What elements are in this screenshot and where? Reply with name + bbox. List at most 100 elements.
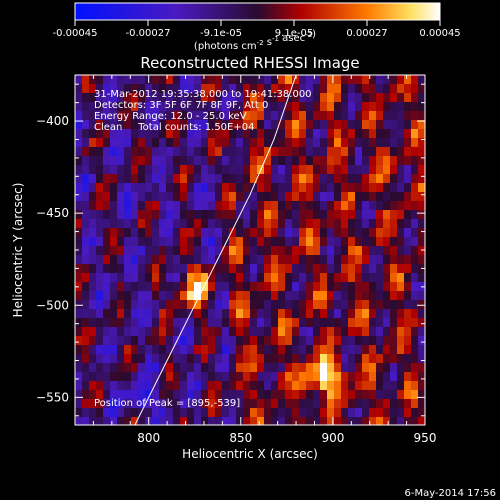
heatmap-cell [145,408,153,418]
footer-timestamp: 6-May-2014 17:56 [404,488,496,499]
heatmap-cell [236,129,244,139]
heatmap-cell [390,228,398,238]
heatmap-cell [110,336,118,346]
heatmap-cell [110,255,118,265]
heatmap-cell [369,273,377,283]
heatmap-cell [257,129,265,139]
heatmap-cell [187,417,195,425]
heatmap-cell [257,138,265,148]
heatmap-cell [257,264,265,274]
heatmap-cell [173,111,181,121]
heatmap-cell [159,309,167,319]
heatmap-cell [411,309,419,319]
heatmap-cell [299,408,307,418]
heatmap-cell [159,390,167,400]
heatmap-cell [390,273,398,283]
heatmap-cell [117,192,125,202]
heatmap-cell [299,399,307,409]
heatmap-cell [418,372,425,382]
heatmap-cell [404,219,412,229]
heatmap-cell [152,363,160,373]
heatmap-cell [334,363,342,373]
heatmap-cell [390,201,398,211]
heatmap-cell [327,120,335,130]
heatmap-cell [110,300,118,310]
heatmap-cell [131,201,139,211]
heatmap-cell [215,282,223,292]
heatmap-cell [229,147,237,157]
heatmap-cell [264,120,272,130]
heatmap-cell [138,318,146,328]
heatmap-cell [75,156,83,166]
heatmap-cell [180,264,188,274]
heatmap-cell [110,363,118,373]
heatmap-cell [334,228,342,238]
heatmap-cell [159,300,167,310]
heatmap-cell [383,408,391,418]
heatmap-cell [299,372,307,382]
heatmap-cell [131,237,139,247]
heatmap-cell [376,165,384,175]
heatmap-cell [334,354,342,364]
heatmap-cell [404,363,412,373]
heatmap-cell [327,318,335,328]
heatmap-cell [334,165,342,175]
heatmap-cell [166,291,174,301]
heatmap-cell [376,84,384,94]
heatmap-cell [411,102,419,112]
heatmap-cell [271,408,279,418]
heatmap-cell [355,309,363,319]
heatmap-cell [278,120,286,130]
heatmap-cell [390,165,398,175]
heatmap-cell [320,390,328,400]
heatmap-cell [138,264,146,274]
heatmap-cell [292,255,300,265]
heatmap-cell [327,354,335,364]
heatmap-cell [222,345,230,355]
heatmap-cell [264,156,272,166]
heatmap-cell [82,102,90,112]
heatmap-cell [369,264,377,274]
heatmap-cell [222,129,230,139]
heatmap-cell [313,399,321,409]
heatmap-cell [418,228,425,238]
heatmap-cell [376,327,384,337]
heatmap-cell [215,264,223,274]
colorbar-tick-label: 0.00045 [419,28,460,39]
heatmap-cell [75,318,83,328]
heatmap-cell [243,138,251,148]
heatmap-cell [264,246,272,256]
heatmap-cell [341,408,349,418]
heatmap-cell [82,417,90,425]
heatmap-cell [131,408,139,418]
heatmap-cell [313,381,321,391]
heatmap-cell [208,156,216,166]
heatmap-cell [173,264,181,274]
heatmap-cell [348,273,356,283]
heatmap-cell [236,120,244,130]
heatmap-cell [243,102,251,112]
heatmap-cell [180,336,188,346]
heatmap-cell [152,156,160,166]
heatmap-cell [222,363,230,373]
heatmap-cell [187,345,195,355]
heatmap-cell [201,102,209,112]
heatmap-cell [201,345,209,355]
heatmap-cell [250,282,258,292]
heatmap-cell [215,390,223,400]
heatmap-cell [103,228,111,238]
heatmap-cell [313,138,321,148]
heatmap-cell [138,309,146,319]
heatmap-cell [166,156,174,166]
heatmap-cell [285,102,293,112]
heatmap-cell [152,165,160,175]
heatmap-cell [250,156,258,166]
heatmap-cell [236,156,244,166]
heatmap-cell [152,309,160,319]
heatmap-cell [208,264,216,274]
heatmap-cell [243,84,251,94]
heatmap-cell [110,93,118,103]
heatmap-cell [411,111,419,121]
heatmap-cell [348,237,356,247]
heatmap-cell [103,129,111,139]
